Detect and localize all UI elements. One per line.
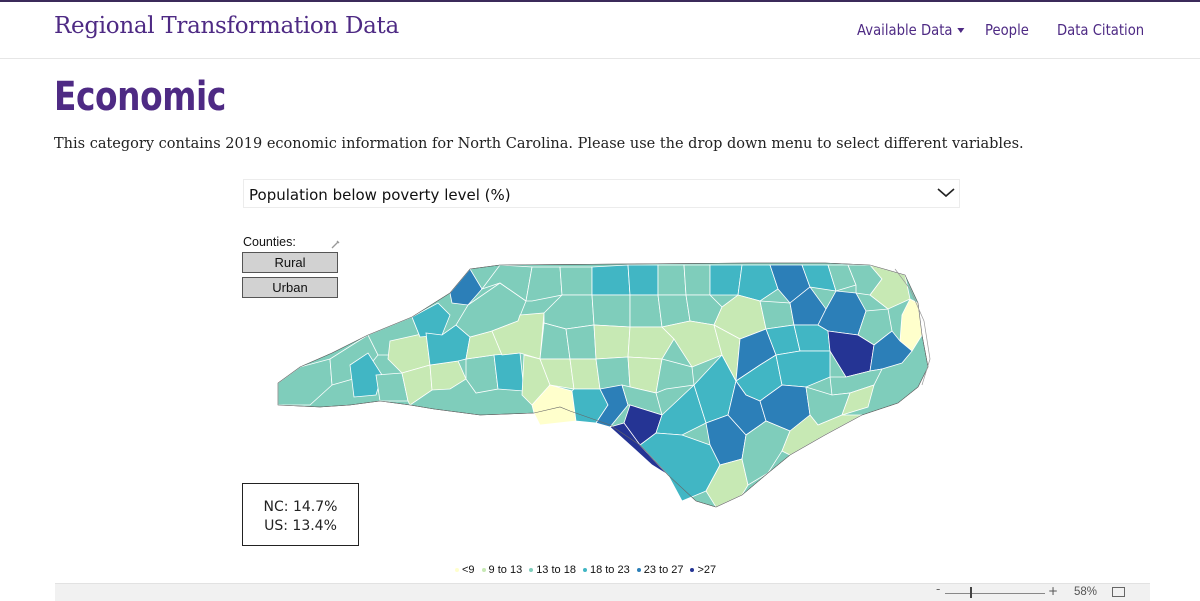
legend-swatch bbox=[690, 568, 695, 573]
county-region[interactable] bbox=[655, 384, 707, 436]
county-region[interactable] bbox=[629, 294, 663, 328]
legend-item: >27 bbox=[690, 564, 716, 576]
nc-county-map[interactable] bbox=[270, 255, 935, 515]
county-region[interactable] bbox=[411, 302, 451, 338]
fullscreen-icon[interactable] bbox=[1112, 587, 1125, 597]
nav-available-data-label: Available Data bbox=[857, 21, 953, 39]
top-accent-line bbox=[0, 0, 1200, 2]
legend-swatch bbox=[529, 568, 534, 573]
legend-label: 9 to 13 bbox=[488, 564, 523, 576]
legend-swatch bbox=[481, 568, 486, 573]
county-region[interactable] bbox=[591, 264, 631, 296]
counties-label: Counties: bbox=[243, 235, 296, 249]
county-region[interactable] bbox=[737, 264, 779, 302]
variable-select-value: Population below poverty level (%) bbox=[249, 186, 511, 204]
county-region[interactable] bbox=[565, 324, 597, 360]
caret-down-icon bbox=[957, 28, 965, 33]
zoom-slider-thumb[interactable] bbox=[970, 587, 972, 598]
nav-people[interactable]: People bbox=[985, 21, 1029, 39]
county-region[interactable] bbox=[841, 384, 875, 416]
county-region[interactable] bbox=[627, 264, 659, 296]
county-region[interactable] bbox=[759, 300, 795, 330]
legend-label: 23 to 27 bbox=[643, 564, 684, 576]
zoom-slider-track[interactable] bbox=[945, 593, 1045, 594]
rural-button[interactable]: Rural bbox=[242, 252, 338, 273]
county-region[interactable] bbox=[593, 324, 631, 360]
county-region[interactable] bbox=[569, 358, 601, 390]
county-region[interactable] bbox=[741, 420, 791, 486]
county-region[interactable] bbox=[525, 266, 563, 302]
county-shapes bbox=[277, 264, 923, 508]
zoom-in-button[interactable]: + bbox=[1048, 584, 1059, 598]
legend-label: <9 bbox=[462, 564, 475, 576]
zoom-out-button[interactable]: - bbox=[936, 582, 941, 596]
county-region[interactable] bbox=[493, 352, 525, 392]
county-region[interactable] bbox=[591, 294, 631, 328]
legend-swatch bbox=[582, 568, 587, 573]
county-region[interactable] bbox=[683, 264, 711, 296]
page-title: Economic bbox=[54, 74, 226, 120]
navbar: Regional Transformation Data Available D… bbox=[0, 2, 1200, 59]
stats-summary-box: NC: 14.7% US: 13.4% bbox=[242, 483, 359, 546]
county-region[interactable] bbox=[657, 264, 687, 296]
legend-item: <9 bbox=[455, 564, 475, 576]
outer-banks bbox=[894, 268, 931, 386]
county-region[interactable] bbox=[559, 266, 593, 296]
page-description: This category contains 2019 economic inf… bbox=[54, 136, 1024, 152]
county-region[interactable] bbox=[627, 326, 675, 360]
nav-available-data[interactable]: Available Data bbox=[857, 21, 965, 39]
zoom-level: 58% bbox=[1074, 586, 1098, 598]
bottom-toolbar: - + 58% bbox=[55, 582, 1150, 601]
urban-button[interactable]: Urban bbox=[242, 277, 338, 298]
nc-stat: NC: 14.7% bbox=[263, 499, 338, 515]
brand-title[interactable]: Regional Transformation Data bbox=[54, 13, 399, 39]
chevron-down-icon bbox=[935, 183, 957, 207]
nav-data-citation[interactable]: Data Citation bbox=[1057, 21, 1145, 39]
us-stat: US: 13.4% bbox=[264, 518, 337, 534]
county-region[interactable] bbox=[595, 356, 631, 390]
county-region[interactable] bbox=[655, 358, 695, 394]
legend-item: 23 to 27 bbox=[636, 564, 684, 576]
legend-label: 13 to 18 bbox=[536, 564, 576, 576]
county-region[interactable] bbox=[491, 312, 545, 360]
legend-item: 18 to 23 bbox=[582, 564, 630, 576]
legend-swatch bbox=[455, 568, 459, 573]
map-legend: <9 9 to 13 13 to 18 18 to 23 23 to 27 >27 bbox=[455, 564, 723, 576]
county-region[interactable] bbox=[709, 264, 743, 296]
legend-item: 9 to 13 bbox=[481, 564, 523, 576]
variable-select[interactable]: Population below poverty level (%) bbox=[243, 179, 960, 208]
legend-swatch bbox=[636, 568, 641, 573]
legend-label: 18 to 23 bbox=[589, 564, 630, 576]
county-region[interactable] bbox=[793, 324, 831, 352]
legend-item: 13 to 18 bbox=[529, 564, 576, 576]
state-border bbox=[277, 262, 929, 508]
legend-label: >27 bbox=[697, 564, 717, 576]
county-region[interactable] bbox=[401, 364, 433, 406]
pencil-icon[interactable] bbox=[331, 234, 340, 253]
